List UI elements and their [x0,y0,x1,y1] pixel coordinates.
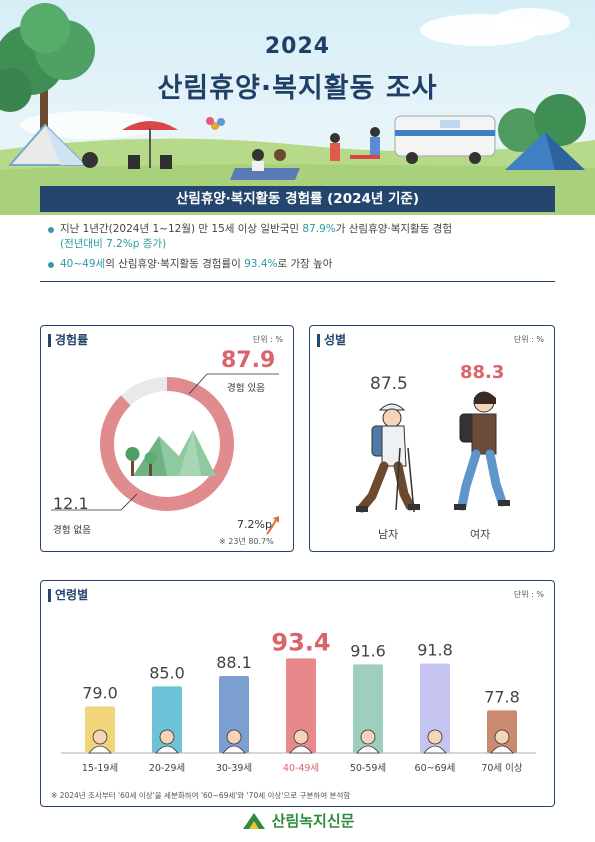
person-body-icon-3 [289,745,313,754]
gender-panel: 성별 단위 : % 87.5 88.3 남자 여자 [309,325,555,552]
bullet-1-post: 가 산림휴양·복지활동 경험 [335,223,453,235]
bar-value-label-5: 91.8 [417,641,453,660]
change-value: 7.2%p [237,518,272,531]
header-illustration: 2024 산림휴양·복지활동 조사 [0,0,595,215]
age-bar-chart: 79.0 15-19세 85.0 20-29세 88.1 30-39세 93.4 40-49세… [61,628,536,774]
bullet-2: 40~49세의 산림휴양·복지활동 경험률이 93.4%로 가장 높아 [48,257,548,272]
bar-3 [286,658,316,753]
person-body-icon-4 [356,745,380,754]
person-face-icon-1 [159,729,175,745]
bar-value-label-4: 91.6 [350,641,386,660]
yes-label: 경험 있음 [227,383,265,394]
previous-year-note: ※ 23년 80.7% [219,537,274,546]
bullet-1: 지난 1년간(2024년 1~12월) 만 15세 이상 일반국민 87.9%가… [48,222,548,252]
gender-unit: 단위 : % [513,335,544,344]
bullet-2-highlight-value: 93.4% [244,258,278,270]
summary-bullets: 지난 1년간(2024년 1~12월) 만 15세 이상 일반국민 87.9%가… [48,222,548,277]
bullet-2-highlight-age: 40~49세 [60,258,106,270]
female-value: 88.3 [460,362,505,383]
no-leader-line [51,493,138,511]
category-label-0: 15-19세 [82,763,118,774]
person-body-icon-5 [423,745,447,754]
person-body-icon-0 [88,745,112,754]
title-year: 2024 [264,34,331,59]
page-title: 산림휴양·복지활동 조사 [157,73,438,104]
age-footnote: ※ 2024년 조사부터 '60세 이상'을 세분화하여 '60~69세'와 '… [51,791,351,800]
section-banner: 산림휴양·복지활동 경험률 (2024년 기준) [40,186,555,212]
no-label: 경험 없음 [53,525,91,536]
bullet-2-mid: 의 산림휴양·복지활동 경험률이 [105,258,245,270]
category-label-4: 50-59세 [350,763,386,774]
category-label-5: 60~69세 [415,763,456,774]
female-hiker-icon [454,391,510,511]
bullet-1-highlight: 87.9% [302,223,336,235]
bullet-1-pre: 지난 1년간(2024년 1~12월) 만 15세 이상 일반국민 [60,223,303,235]
brand-logo-icon [242,812,265,829]
yes-leader-line [188,373,279,395]
person-face-icon-6 [494,729,510,745]
bar-value-label-0: 79.0 [82,683,118,702]
bar-5 [420,663,450,753]
bar-value-label-1: 85.0 [149,663,185,682]
donut-chart [51,373,279,535]
bar-value-label-3: 93.4 [271,628,330,656]
footer: 산림녹지신문 [0,810,595,838]
age-title: 연령별 [48,589,88,602]
person-body-icon-6 [490,745,514,754]
category-label-3: 40-49세 [283,763,319,774]
experience-title: 경험률 [48,334,88,347]
brand-name: 산림녹지신문 [271,812,355,830]
bar-2 [219,676,249,753]
person-face-icon-2 [226,729,242,745]
yes-value: 87.9 [221,348,276,373]
bar-value-label-6: 77.8 [484,687,520,706]
person-face-icon-4 [360,729,376,745]
male-hiker-icon [356,403,420,513]
person-body-icon-2 [222,745,246,754]
experience-unit: 단위 : % [252,335,283,344]
male-label: 남자 [378,528,399,541]
experience-panel: 경험률 단위 : % 87.9 경험 있음 12.1 경험 없음 7.2%p ※… [40,325,294,552]
person-face-icon-0 [92,729,108,745]
female-label: 여자 [470,528,491,541]
camping-scene-illustration [0,3,595,215]
gender-title: 성별 [317,334,346,347]
category-label-1: 20-29세 [149,763,185,774]
bar-value-label-2: 88.1 [216,653,252,672]
donut-yes-segment [100,377,234,511]
bullet-1-sub: (전년대비 7.2%p 증가) [60,238,167,250]
bar-4 [353,664,383,753]
person-face-icon-5 [427,729,443,745]
mountain-icon [125,430,216,476]
person-body-icon-1 [155,745,179,754]
bar-1 [152,686,182,753]
divider [40,281,555,282]
age-unit: 단위 : % [513,590,544,599]
no-value: 12.1 [53,494,89,513]
bullet-2-post: 로 가장 높아 [277,258,333,270]
category-label-2: 30-39세 [216,763,252,774]
person-face-icon-3 [293,729,309,745]
age-panel: 연령별 단위 : % 79.0 15-19세 85.0 20-29세 88.1 30-39… [40,580,555,807]
category-label-6: 70세 이상 [481,763,523,774]
male-value: 87.5 [370,374,408,394]
